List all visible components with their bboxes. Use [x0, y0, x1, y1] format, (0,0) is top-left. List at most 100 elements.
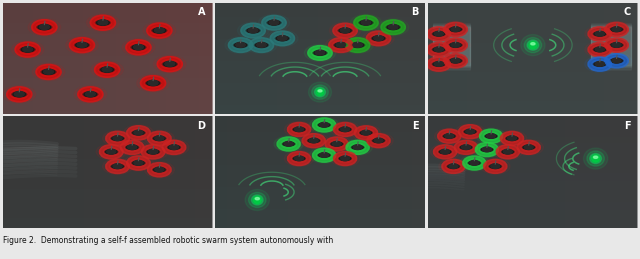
- Circle shape: [508, 136, 516, 141]
- Circle shape: [351, 125, 381, 141]
- Text: C: C: [624, 7, 631, 17]
- Ellipse shape: [524, 38, 541, 53]
- Ellipse shape: [264, 22, 284, 25]
- Ellipse shape: [531, 43, 535, 45]
- Circle shape: [466, 129, 475, 134]
- Ellipse shape: [312, 85, 328, 99]
- Ellipse shape: [349, 147, 367, 150]
- Ellipse shape: [252, 195, 263, 205]
- Circle shape: [429, 59, 449, 69]
- Ellipse shape: [255, 198, 259, 200]
- Ellipse shape: [129, 162, 147, 166]
- Circle shape: [369, 135, 388, 146]
- Circle shape: [304, 135, 324, 146]
- Ellipse shape: [291, 158, 308, 161]
- Ellipse shape: [18, 49, 37, 52]
- Circle shape: [362, 20, 371, 25]
- Circle shape: [101, 147, 122, 157]
- Circle shape: [3, 86, 36, 103]
- Ellipse shape: [591, 49, 609, 52]
- Circle shape: [159, 139, 189, 155]
- Circle shape: [439, 159, 468, 174]
- Circle shape: [445, 134, 454, 138]
- Circle shape: [595, 47, 604, 52]
- Ellipse shape: [430, 33, 448, 36]
- Circle shape: [74, 86, 107, 103]
- Circle shape: [272, 33, 293, 44]
- Circle shape: [66, 36, 99, 54]
- Text: F: F: [625, 120, 631, 131]
- Circle shape: [230, 40, 251, 51]
- Circle shape: [134, 130, 143, 135]
- Circle shape: [122, 142, 142, 153]
- Circle shape: [127, 145, 137, 149]
- Circle shape: [310, 147, 339, 163]
- Circle shape: [353, 42, 362, 47]
- Ellipse shape: [245, 189, 269, 211]
- Circle shape: [108, 161, 127, 172]
- Ellipse shape: [356, 22, 376, 25]
- Circle shape: [607, 40, 627, 51]
- Ellipse shape: [370, 140, 387, 143]
- Ellipse shape: [461, 131, 479, 134]
- Ellipse shape: [447, 44, 465, 47]
- Ellipse shape: [150, 138, 168, 141]
- Circle shape: [267, 30, 298, 47]
- Circle shape: [155, 136, 164, 141]
- Circle shape: [440, 131, 459, 141]
- Circle shape: [356, 17, 376, 28]
- Circle shape: [368, 33, 389, 44]
- Circle shape: [98, 20, 108, 25]
- Circle shape: [257, 42, 266, 47]
- Circle shape: [343, 140, 372, 155]
- Ellipse shape: [520, 147, 538, 150]
- Circle shape: [424, 41, 454, 58]
- Ellipse shape: [316, 124, 333, 127]
- Circle shape: [607, 55, 627, 66]
- Circle shape: [585, 56, 615, 72]
- Circle shape: [590, 59, 610, 69]
- Circle shape: [8, 89, 30, 100]
- Circle shape: [86, 91, 95, 97]
- Ellipse shape: [72, 44, 92, 48]
- Circle shape: [451, 42, 460, 47]
- Circle shape: [284, 121, 314, 137]
- Circle shape: [602, 53, 632, 69]
- Ellipse shape: [478, 149, 496, 152]
- Circle shape: [435, 61, 444, 66]
- Circle shape: [236, 42, 245, 47]
- Circle shape: [456, 142, 476, 153]
- Circle shape: [269, 20, 278, 25]
- Circle shape: [590, 44, 610, 55]
- Circle shape: [335, 153, 355, 164]
- Circle shape: [117, 139, 147, 155]
- Circle shape: [481, 159, 510, 174]
- Ellipse shape: [102, 151, 120, 154]
- Circle shape: [493, 144, 522, 160]
- Circle shape: [149, 164, 170, 175]
- Circle shape: [519, 142, 538, 153]
- Circle shape: [472, 142, 502, 157]
- Circle shape: [348, 142, 367, 153]
- Circle shape: [154, 28, 164, 33]
- Circle shape: [278, 35, 287, 41]
- Circle shape: [342, 37, 373, 54]
- Circle shape: [138, 144, 168, 160]
- Circle shape: [374, 35, 383, 41]
- Ellipse shape: [318, 90, 322, 92]
- Circle shape: [155, 167, 164, 172]
- Circle shape: [504, 149, 512, 154]
- Circle shape: [148, 80, 158, 85]
- Circle shape: [40, 24, 49, 30]
- Circle shape: [498, 147, 518, 157]
- Circle shape: [325, 37, 356, 54]
- Circle shape: [304, 45, 336, 61]
- Ellipse shape: [607, 44, 625, 47]
- Circle shape: [164, 142, 184, 153]
- Circle shape: [602, 37, 632, 53]
- Circle shape: [440, 37, 470, 53]
- Ellipse shape: [430, 49, 448, 52]
- Ellipse shape: [81, 93, 100, 97]
- Ellipse shape: [445, 166, 462, 169]
- Ellipse shape: [521, 34, 545, 56]
